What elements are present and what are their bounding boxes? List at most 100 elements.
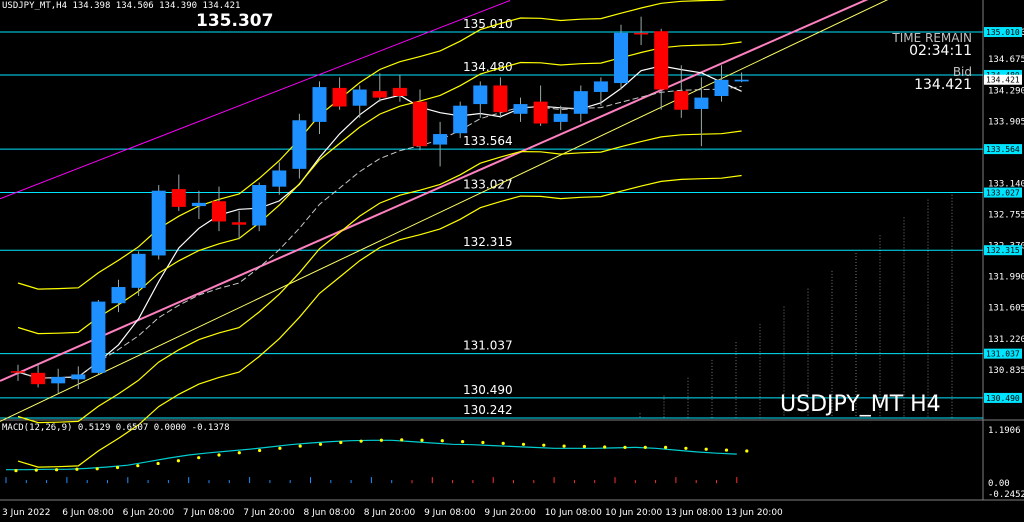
macd-signal-dot (582, 444, 587, 449)
x-tick-label: 7 Jun 20:00 (243, 508, 295, 518)
candle-body (171, 189, 186, 207)
axis-price-tag (984, 27, 1022, 38)
x-tick-label: 9 Jun 08:00 (424, 508, 476, 518)
trend-line (0, 0, 869, 382)
x-tick-label: 13 Jun 20:00 (726, 508, 783, 518)
axis-price-tag (984, 245, 1022, 256)
candle-body (714, 79, 729, 96)
candle-body (473, 85, 488, 105)
band-lower (17, 130, 742, 424)
trend-line-yellow (0, 0, 889, 422)
macd-signal-dot (440, 439, 444, 443)
x-tick-label: 6 Jun 08:00 (62, 508, 114, 518)
candle-body (332, 87, 347, 107)
macd-signal-dot (724, 448, 729, 452)
macd-signal-dot (339, 440, 343, 445)
y-tick-label: 133.905 (988, 117, 1024, 127)
band-outer-lower (17, 174, 742, 468)
level-label: 133.027 (463, 178, 513, 192)
macd-signal-dot (379, 438, 383, 442)
macd-signal-dot (704, 447, 708, 451)
candle-body (573, 91, 588, 114)
axis-price-tag-label: 130.490 (986, 394, 1020, 403)
macd-signal-dot (237, 451, 241, 455)
y-tick-label: 132.755 (988, 211, 1024, 221)
candle-body (392, 87, 407, 96)
axis-price-tag-label: 133.027 (986, 189, 1020, 198)
x-tick-label: 10 Jun 08:00 (545, 508, 602, 518)
macd-signal-dot (501, 441, 505, 445)
y-tick-label: 131.990 (988, 273, 1024, 283)
candle-body (292, 120, 307, 169)
candle-body (352, 89, 367, 106)
candle-body (634, 32, 649, 35)
x-tick-label: 9 Jun 20:00 (484, 508, 536, 518)
axis-price-tag (984, 392, 1022, 403)
candle-body (312, 87, 327, 122)
macd-signal-dot (359, 439, 363, 443)
candle-body (433, 134, 448, 145)
macd-signal-dot (156, 461, 160, 466)
candle-body (252, 185, 267, 226)
macd-label: MACD(12,26,9) 0.5129 0.6507 0.0000 -0.13… (2, 423, 230, 433)
macd-main-line (6, 439, 737, 471)
bid-value: 134.421 (914, 77, 972, 93)
macd-signal-dot (55, 468, 59, 472)
macd-signal-dot (542, 443, 546, 447)
candle-body (453, 105, 468, 134)
macd-signal-dot (623, 445, 627, 450)
macd-signal-dot (318, 442, 323, 446)
macd-y-tick: 1.1906 (988, 426, 1021, 436)
candle-body (191, 202, 206, 207)
big-price-label: 135.307 (196, 11, 274, 31)
axis-price-tag-label: 134.421 (986, 76, 1020, 85)
macd-signal-dot (521, 442, 526, 446)
x-tick-label: 3 Jun 2022 (2, 508, 50, 518)
macd-signal-dot (745, 449, 749, 453)
macd-y-tick: 0.00 (988, 479, 1010, 489)
ma-line (17, 65, 742, 379)
chart-header: USDJPY_MT,H4 134.398 134.506 134.390 134… (2, 1, 241, 11)
macd-signal-dot (684, 446, 688, 450)
axis-price-tag-label: 131.037 (986, 350, 1020, 359)
candle-body (654, 31, 669, 90)
band-outer-upper (17, 0, 727, 290)
candle-body (232, 222, 247, 225)
axis-price-tag (984, 144, 1022, 155)
candle-body (372, 91, 387, 98)
level-label: 133.564 (463, 134, 513, 148)
candle-body (111, 287, 126, 304)
candle-body (91, 301, 106, 373)
level-label: 135.010 (463, 17, 513, 31)
macd-signal-dot (664, 445, 668, 450)
axis-price-tag-label: 133.564 (986, 145, 1020, 154)
axis-price-tag (984, 187, 1022, 198)
candle-body (413, 101, 427, 147)
time-remain-label: TIME REMAIN (892, 31, 972, 45)
candle-body (51, 376, 66, 384)
candle-body (71, 374, 86, 380)
candle-body (131, 253, 146, 288)
macd-signal-dot (115, 465, 120, 470)
level-label: 131.037 (463, 339, 513, 353)
candle-body (11, 371, 25, 373)
candle-body (212, 201, 226, 222)
x-tick-label: 10 Jun 20:00 (605, 508, 662, 518)
macd-signal-dot (95, 467, 99, 471)
y-tick-label: 133.140 (988, 179, 1024, 189)
macd-signal-dot (14, 468, 18, 473)
bid-label: Bid (952, 65, 972, 79)
y-tick-label: 130.835 (988, 366, 1024, 376)
channel-upper-line (0, 0, 511, 200)
macd-signal-dot (298, 444, 302, 448)
macd-signal-dot (176, 459, 180, 463)
candle-body (513, 104, 528, 114)
y-tick-label: 134.290 (988, 86, 1024, 96)
level-label: 132.315 (463, 235, 513, 249)
candle-body (553, 113, 568, 122)
y-tick-label: 131.605 (988, 304, 1024, 314)
time-remain-value: 02:34:11 (909, 43, 972, 59)
y-tick-label: 131.220 (988, 335, 1024, 345)
axis-price-tag (984, 348, 1022, 359)
